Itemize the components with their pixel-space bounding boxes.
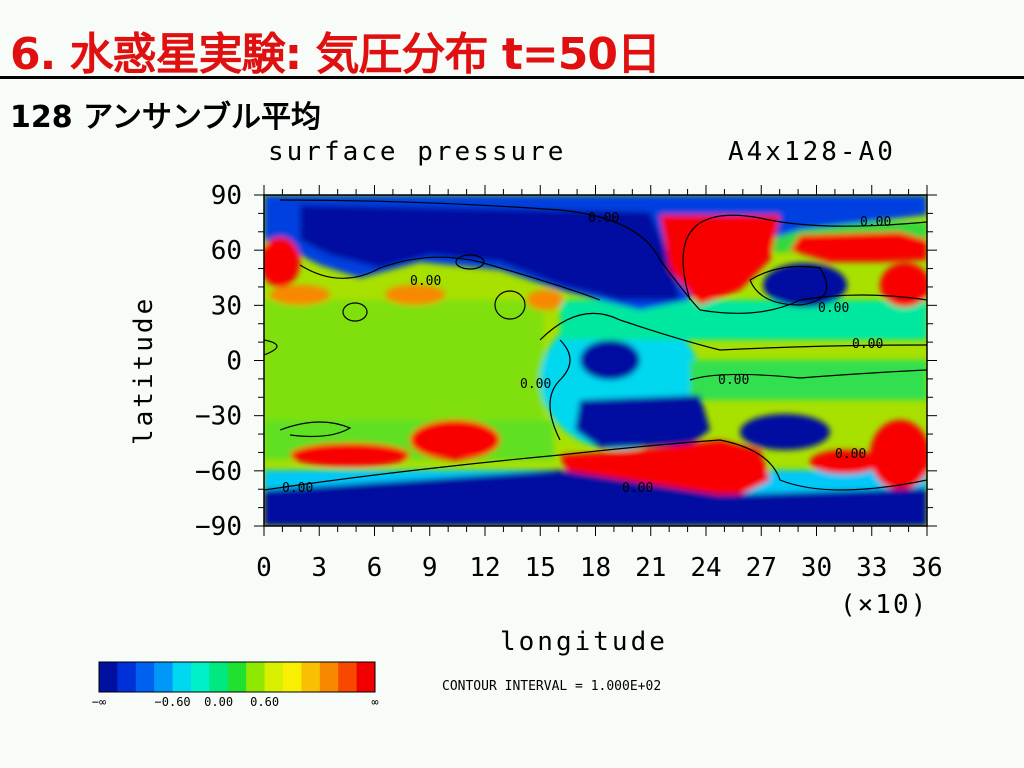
colorbar-tick-label: 0.60 (250, 695, 279, 709)
colorbar-tick-label: −0.60 (155, 695, 191, 709)
contour-label: 0.00 (718, 373, 749, 388)
colorbar-swatch (301, 662, 321, 692)
x-axis-label: longitude (500, 627, 668, 657)
colorbar: −∞ −0.60 0.00 0.60 ∞ (92, 661, 379, 709)
contour-label: 0.00 (818, 301, 849, 316)
x-tick-label: 24 (690, 553, 721, 583)
contour-label: 0.00 (520, 377, 551, 392)
colorbar-swatch (154, 662, 174, 692)
y-axis-label: latitude (129, 296, 159, 445)
colorbar-swatch (246, 662, 266, 692)
x-tick-label: 12 (469, 553, 500, 583)
contour-label: 0.00 (282, 481, 313, 496)
colorbar-swatch (172, 662, 192, 692)
slide-subtitle: 128 アンサンブル平均 (10, 100, 321, 135)
x-scale-note: (×10) (840, 590, 928, 620)
colorbar-tick-label: 0.00 (204, 695, 233, 709)
colorbar-swatch (117, 662, 137, 692)
x-tick-label: 0 (256, 553, 272, 583)
contour-label: 0.00 (622, 481, 653, 496)
x-tick-label: 27 (746, 553, 777, 583)
x-tick-label: 33 (856, 553, 887, 583)
colorbar-tick-label: −∞ (92, 695, 106, 709)
x-tick-label: 21 (635, 553, 666, 583)
y-tick-label: −90 (195, 512, 242, 542)
run-label: A4x128-A0 (728, 137, 896, 167)
x-tick-label: 18 (580, 553, 611, 583)
contour-label: 0.00 (410, 274, 441, 289)
x-tick-label: 9 (422, 553, 438, 583)
contour-interval-note: CONTOUR INTERVAL = 1.000E+02 (442, 679, 661, 694)
colorbar-swatch (356, 662, 376, 692)
y-tick-label: −30 (195, 402, 242, 432)
colorbar-swatch (264, 662, 284, 692)
y-tick-label: 60 (211, 236, 242, 266)
x-tick-label: 30 (801, 553, 832, 583)
pressure-field (264, 195, 927, 526)
contour-label: 0.00 (852, 337, 883, 352)
x-tick-label: 6 (367, 553, 383, 583)
colorbar-swatch (209, 662, 229, 692)
colorbar-swatch (99, 662, 118, 692)
colorbar-swatch (191, 662, 210, 692)
y-tick-label: 0 (226, 347, 242, 377)
colorbar-swatch (283, 662, 302, 692)
y-tick-label: 90 (211, 181, 242, 211)
slide-title: 6. 水惑星実験: 気圧分布 t=50日 (10, 29, 661, 80)
chart-title: surface pressure (268, 137, 566, 167)
colorbar-swatch (338, 662, 358, 692)
contour-label: 0.00 (588, 211, 619, 226)
colorbar-swatch (227, 662, 247, 692)
colorbar-swatch (135, 662, 155, 692)
contour-label: 0.00 (860, 215, 891, 230)
colorbar-frame (98, 661, 376, 693)
colorbar-swatch (319, 662, 339, 692)
colorbar-tick-label: ∞ (371, 695, 378, 709)
y-tick-label: 30 (211, 291, 242, 321)
y-tick-label: −60 (195, 457, 242, 487)
title-divider (0, 76, 1024, 79)
x-tick-label: 36 (911, 553, 942, 583)
x-tick-label: 15 (525, 553, 556, 583)
x-tick-label: 3 (311, 553, 327, 583)
contour-label: 0.00 (835, 447, 866, 462)
